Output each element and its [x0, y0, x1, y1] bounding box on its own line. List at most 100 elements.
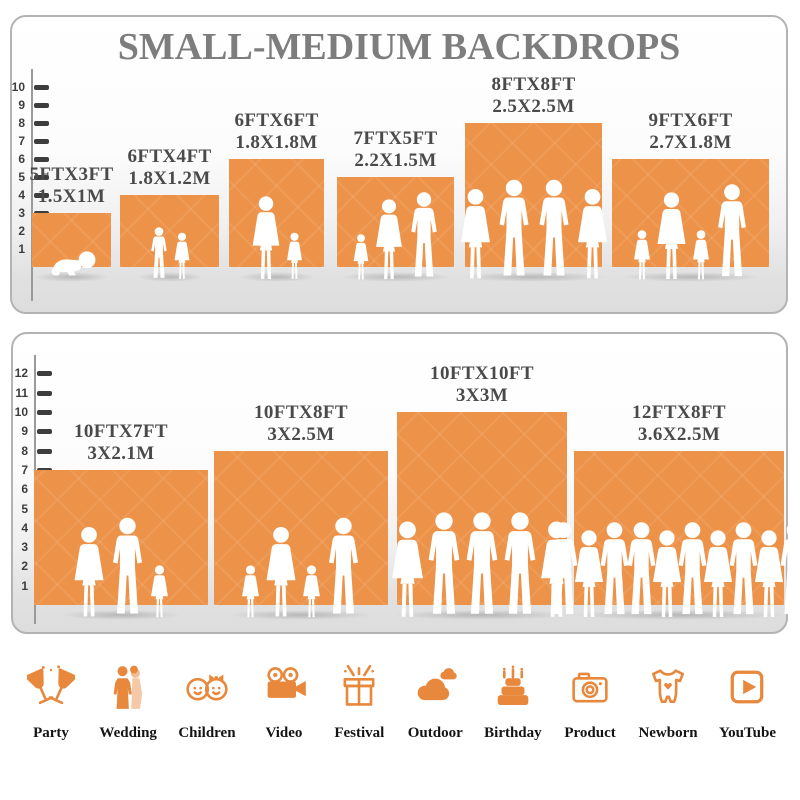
size-chart-panel-bottom: 1 2 3 4 5 6 7 8 9 10 11 12 10FTX7FT 3X2.1M 10FTX8FT 3X2…	[11, 332, 800, 634]
newborn-icon	[644, 663, 692, 711]
figure-group	[549, 522, 800, 618]
bar-size-m: 3X3M	[455, 385, 509, 406]
bar-size-label: 7FTX5FT 2.2X1.5M	[353, 128, 437, 172]
ruler-tick	[34, 175, 49, 180]
figure-shadow	[392, 610, 572, 620]
bar-size-label: 10FTX7FT 3X2.1M	[74, 421, 168, 465]
bar-size-label: 10FTX10FT 3X3M	[430, 363, 534, 407]
figure-shadow	[238, 272, 315, 282]
category-youtube: YouTube	[719, 663, 776, 742]
ruler-axis-line	[31, 69, 33, 301]
category-label: Festival	[334, 725, 385, 741]
person-silhouette-man	[329, 517, 358, 614]
category-festival: Festival	[332, 663, 386, 742]
person-silhouette-man	[717, 184, 746, 277]
figure-shadow	[60, 610, 182, 620]
video-icon	[260, 663, 308, 711]
category-row: Party Wedding	[0, 663, 800, 742]
person-silhouette-man	[410, 192, 437, 277]
bar-size-m: 2.2X1.5M	[354, 150, 437, 171]
bar-size-ft: 6FTX6FT	[234, 110, 319, 131]
ruler-number: 5	[18, 170, 25, 184]
figure-shadow	[569, 610, 789, 620]
ruler-number: 1	[21, 578, 28, 593]
ruler-number: 6	[18, 152, 25, 166]
figure-group	[460, 179, 608, 280]
ruler-number: 9	[18, 98, 25, 112]
ruler-number: 10	[11, 80, 25, 94]
figure-group	[47, 250, 96, 280]
person-silhouette-man	[729, 522, 758, 615]
bar-size-ft: 6FTX4FT	[127, 146, 212, 167]
person-silhouette-woman	[375, 199, 402, 280]
party-icon	[27, 663, 75, 711]
ruler-number: 9	[21, 424, 28, 439]
person-silhouette-woman	[252, 196, 279, 280]
category-newborn: Newborn	[638, 663, 698, 742]
backdrop-bar	[229, 159, 324, 267]
bar-size-m: 2.5X2.5M	[492, 96, 575, 117]
bar-size-m: 1.8X1.2M	[128, 168, 211, 189]
person-silhouette-girl	[353, 234, 368, 280]
category-label: Video	[265, 725, 303, 741]
figure-group	[392, 512, 572, 618]
person-silhouette-man	[678, 522, 707, 615]
ruler-tick	[37, 371, 52, 377]
ruler-tick	[37, 429, 52, 435]
person-silhouette-man	[499, 179, 528, 276]
ruler-tick	[34, 139, 49, 144]
person-silhouette-woman	[755, 530, 783, 617]
ruler-number: 6	[21, 482, 28, 497]
bar-size-ft: 12FTX8FT	[632, 402, 726, 423]
ruler-number: 7	[18, 134, 25, 148]
youtube-icon	[723, 663, 771, 711]
category-label: Outdoor	[407, 725, 463, 741]
backdrop-size-chart-small: 1 2 3 4 5 6 7 8 9 10 5FTX3FT 1.5X1M 6FTX4FT 1.8X1.2M 6…	[12, 17, 786, 312]
category-wedding: Wedding	[99, 663, 157, 742]
ruler-number: 1	[18, 242, 25, 256]
person-silhouette-girl	[174, 232, 189, 279]
category-label: Birthday	[484, 725, 542, 741]
figure-group	[242, 517, 361, 618]
person-silhouette-girl	[633, 230, 650, 280]
person-silhouette-man	[466, 512, 498, 614]
person-silhouette-woman	[704, 530, 732, 617]
person-silhouette-girl	[242, 565, 259, 618]
person-silhouette-woman	[460, 188, 490, 279]
person-silhouette-boy	[150, 227, 167, 278]
person-silhouette-man	[600, 522, 629, 615]
category-video: Video	[257, 663, 311, 742]
ruler-tick	[34, 193, 49, 198]
bar-size-m: 2.7X1.8M	[649, 132, 732, 153]
category-children: Children	[178, 663, 236, 742]
ruler-tick	[37, 390, 52, 396]
person-silhouette-girl	[151, 565, 168, 618]
person-silhouette-baby	[51, 251, 95, 276]
bar-size-ft: 7FTX5FT	[353, 128, 438, 149]
category-product: Product	[563, 663, 617, 742]
bar-size-ft: 5FTX3FT	[29, 164, 114, 185]
figure-shadow	[620, 272, 761, 282]
ruler-number: 3	[21, 540, 28, 555]
bar-size-label: 12FTX8FT 3.6X2.5M	[632, 402, 726, 446]
bar-size-m: 3X2.5M	[267, 424, 335, 445]
person-silhouette-woman	[577, 188, 607, 279]
figure-shadow	[228, 610, 374, 620]
product-icon	[566, 663, 614, 711]
figure-group	[353, 192, 439, 280]
ruler-tick	[34, 103, 49, 108]
figure-group	[150, 227, 190, 280]
category-label: YouTube	[719, 725, 776, 741]
wedding-icon	[104, 663, 152, 711]
ruler-tick	[34, 157, 49, 162]
figure-shadow	[460, 272, 607, 282]
figure-group	[633, 184, 748, 280]
backdrop-bar	[32, 213, 111, 267]
ruler-tick	[37, 448, 52, 454]
person-silhouette-woman	[575, 530, 603, 617]
figure-shadow	[339, 272, 452, 282]
bar-size-m: 3.6X2.5M	[637, 424, 721, 445]
category-label: Product	[564, 725, 616, 741]
bar-size-label: 9FTX6FT 2.7X1.8M	[648, 110, 732, 154]
person-silhouette-man	[549, 522, 578, 615]
